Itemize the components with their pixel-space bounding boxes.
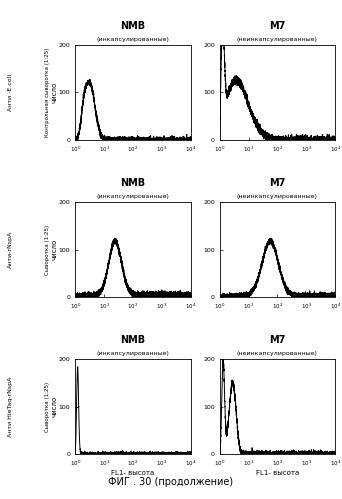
X-axis label: FL1- высота: FL1- высота (256, 470, 299, 476)
Text: M7: M7 (269, 178, 286, 188)
Text: (инкапсулированные): (инкапсулированные) (96, 37, 169, 42)
Text: NMB: NMB (120, 335, 146, 345)
Y-axis label: число: число (51, 239, 57, 260)
Text: M7: M7 (269, 21, 286, 31)
Text: (инкапсулированные): (инкапсулированные) (96, 351, 169, 356)
Text: (неинкапсулированные): (неинкапсулированные) (237, 37, 318, 42)
Text: Анти -E.coli: Анти -E.coli (8, 74, 13, 111)
Text: Анти-rNspA: Анти-rNspA (8, 231, 13, 268)
Text: NMB: NMB (120, 178, 146, 188)
Text: M7: M7 (269, 335, 286, 345)
Text: Анти HieTaq-rNspA: Анти HieTaq-rNspA (8, 376, 13, 437)
Text: (неинкапсулированные): (неинкапсулированные) (237, 351, 318, 356)
Y-axis label: число: число (51, 82, 57, 103)
Text: Сыворотка (1:25): Сыворотка (1:25) (45, 381, 50, 432)
Text: ФИГ . 30 (продолжение): ФИГ . 30 (продолжение) (108, 477, 234, 487)
X-axis label: FL1- высота: FL1- высота (111, 470, 155, 476)
Text: Контрольная сыворотка (1:25): Контрольная сыворотка (1:25) (45, 48, 50, 137)
Text: (неинкапсулированные): (неинкапсулированные) (237, 195, 318, 200)
Text: (инкапсулированные): (инкапсулированные) (96, 195, 169, 200)
Text: NMB: NMB (120, 21, 146, 31)
Y-axis label: число: число (51, 396, 57, 417)
Text: Сыворотка (1:25): Сыворотка (1:25) (45, 225, 50, 274)
